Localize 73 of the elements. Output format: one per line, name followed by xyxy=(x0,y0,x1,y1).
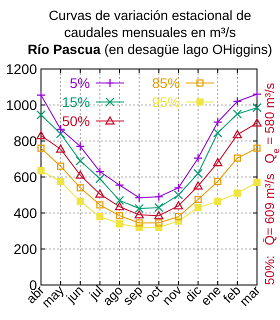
point xyxy=(114,180,124,190)
point xyxy=(136,219,143,226)
point xyxy=(252,90,262,99)
point xyxy=(134,193,144,202)
point xyxy=(232,109,242,119)
point xyxy=(56,124,66,134)
point xyxy=(154,192,164,202)
point xyxy=(253,178,261,186)
point xyxy=(37,144,45,152)
point xyxy=(76,170,85,179)
point xyxy=(234,190,241,197)
point xyxy=(174,190,184,200)
point xyxy=(193,181,203,190)
text: Q̄= 609 m³/s xyxy=(262,172,277,246)
y-tick-label: 800 xyxy=(14,133,38,149)
point xyxy=(76,142,85,151)
text: 50%: xyxy=(262,255,277,285)
point xyxy=(95,167,105,176)
point xyxy=(95,174,105,184)
point xyxy=(76,184,84,192)
point xyxy=(134,204,144,214)
point xyxy=(234,154,241,162)
y-tick-label: 200 xyxy=(14,241,38,257)
point xyxy=(114,196,124,205)
point xyxy=(114,202,124,210)
y-tick-label: 600 xyxy=(14,169,38,185)
point xyxy=(154,211,164,220)
point xyxy=(193,154,203,163)
point xyxy=(213,158,222,166)
x-tick-label: jun xyxy=(62,282,86,306)
point xyxy=(76,156,85,166)
point xyxy=(56,144,66,153)
point xyxy=(193,168,203,178)
point xyxy=(95,190,105,198)
point xyxy=(96,213,104,220)
point xyxy=(214,178,222,186)
point xyxy=(116,220,124,228)
point xyxy=(213,128,222,138)
point xyxy=(174,183,184,192)
point xyxy=(253,144,261,152)
point xyxy=(194,196,202,204)
point xyxy=(174,213,182,220)
point xyxy=(252,118,262,127)
legend-label: 95% xyxy=(152,94,180,110)
chart-title: Curvas de variación estacional de caudales mensuales en m³/s xyxy=(48,8,252,40)
point xyxy=(37,167,45,174)
point xyxy=(232,96,242,106)
point xyxy=(194,204,202,212)
point xyxy=(56,129,66,138)
point xyxy=(76,198,84,205)
point xyxy=(154,203,164,212)
point xyxy=(213,118,222,127)
point xyxy=(232,130,242,138)
legend-label: 50% xyxy=(62,113,90,129)
point xyxy=(155,219,162,226)
point xyxy=(252,103,262,112)
point xyxy=(96,201,104,208)
point xyxy=(174,201,184,210)
point xyxy=(36,131,46,140)
point xyxy=(36,110,46,120)
legend-label: 85% xyxy=(152,75,180,91)
legend-label: 5% xyxy=(70,75,90,91)
point xyxy=(134,210,144,218)
point xyxy=(57,162,64,170)
point xyxy=(57,178,64,186)
y-tick-label: 1000 xyxy=(6,97,38,113)
y-tick-label: 1200 xyxy=(6,61,38,77)
point xyxy=(214,198,222,205)
legend-label: 15% xyxy=(62,94,90,110)
point xyxy=(116,212,124,220)
chart-subtitle: Río Pascua (en desagüe lago OHiggins) xyxy=(28,42,272,57)
point xyxy=(36,90,46,100)
y-tick-label: 400 xyxy=(14,205,38,221)
